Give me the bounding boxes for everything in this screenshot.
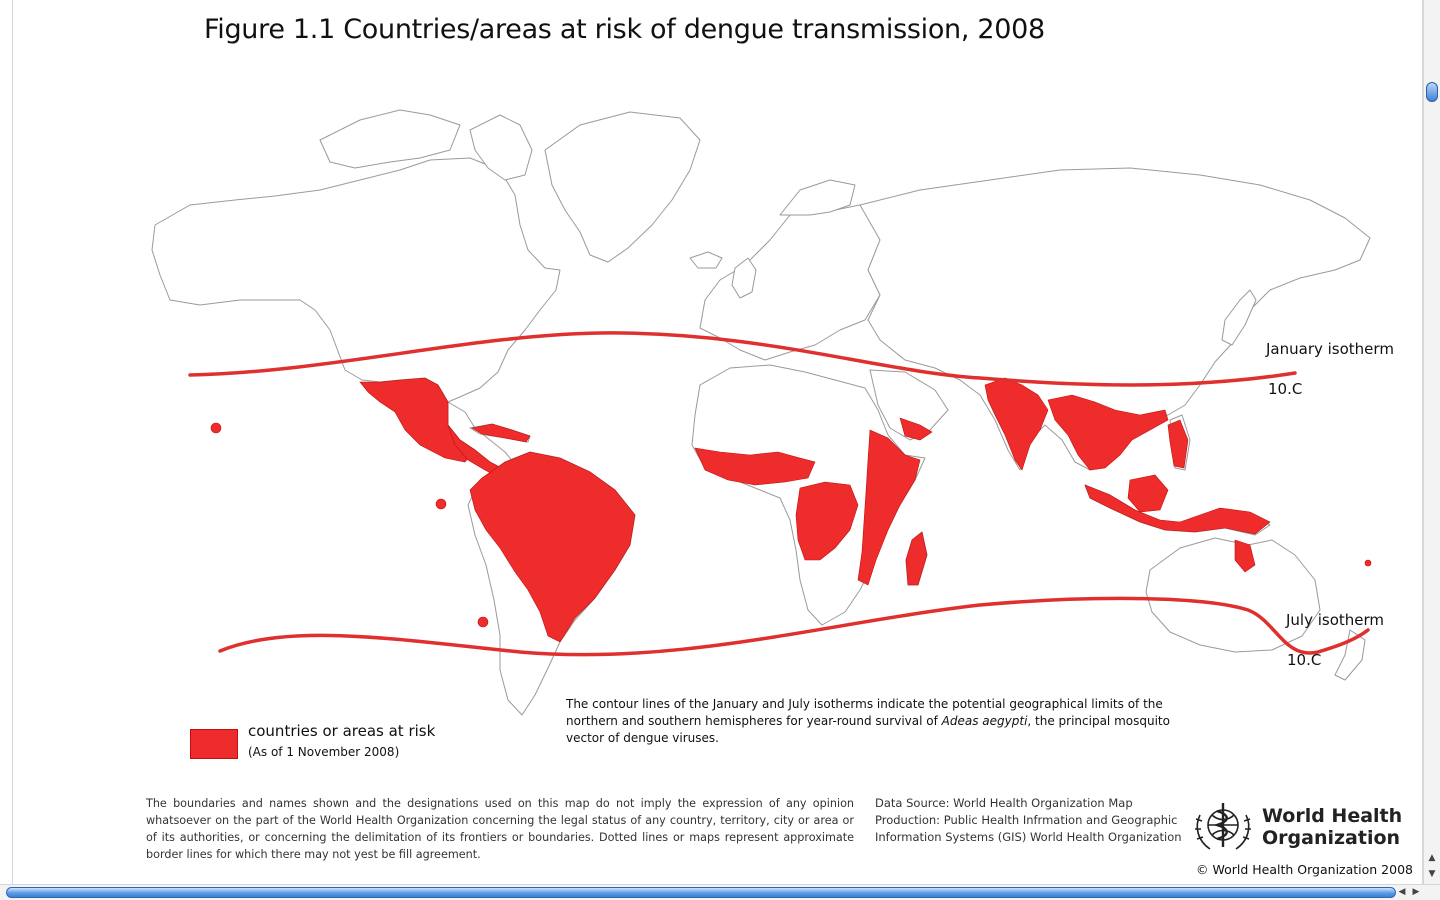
risk-area-hawaii	[210, 422, 222, 434]
risk-area-galapagos	[435, 498, 447, 510]
north-america-landmass	[151, 157, 561, 403]
january-isotherm-line	[188, 331, 1297, 387]
risk-area-pacific-islands	[1364, 559, 1372, 567]
january-isotherm-label: January isotherm	[1266, 340, 1394, 358]
caption-text-after: , the principal mosquito vector of dengu…	[566, 714, 1170, 745]
risk-area-northern-australia	[1234, 539, 1256, 573]
risk-area-indonesia	[1084, 484, 1271, 535]
vertical-scroll-thumb[interactable]	[1426, 82, 1438, 102]
scandinavia	[779, 179, 856, 216]
risk-area-india	[984, 377, 1049, 471]
legend-swatch	[190, 729, 238, 759]
who-name-line-2: Organization	[1262, 827, 1401, 849]
data-source: Data Source: World Health Organization M…	[875, 795, 1185, 846]
copyright: © World Health Organization 2008	[1196, 862, 1413, 877]
baffin-island	[469, 114, 533, 181]
july-isotherm-value: 10.C	[1287, 651, 1322, 669]
risk-area-south-america	[469, 451, 636, 643]
horizontal-scroll-thumb[interactable]	[6, 887, 1396, 898]
source-line-1: Data Source: World Health Organization M…	[875, 796, 1133, 810]
who-name: World Health Organization	[1262, 805, 1402, 849]
july-isotherm-line	[218, 596, 1370, 657]
legend-label: countries or areas at risk	[248, 722, 436, 740]
world-map	[151, 109, 1372, 716]
arctic-islands	[319, 109, 461, 169]
japan	[1221, 289, 1257, 346]
scroll-right-arrow-icon[interactable]: ▶	[1412, 887, 1420, 897]
risk-area-east-africa	[857, 429, 921, 586]
figure-title: Figure 1.1 Countries/areas at risk of de…	[204, 14, 1045, 45]
isotherm-caption: The contour lines of the January and Jul…	[566, 696, 1206, 747]
arabian-peninsula	[869, 369, 949, 441]
horizontal-scrollbar[interactable]: ◀ ▶	[0, 884, 1440, 900]
risk-area-arabian-peninsula	[899, 417, 933, 441]
risk-area-philippines	[1167, 419, 1189, 469]
who-name-line-1: World Health	[1262, 805, 1403, 827]
source-line-3: Information Systems (GIS) World Health O…	[875, 830, 1182, 844]
risk-area-southeast-asia	[1047, 394, 1169, 471]
january-isotherm-value: 10.C	[1268, 380, 1303, 398]
scroll-down-arrow-icon[interactable]: ▼	[1428, 869, 1436, 879]
risk-area-borneo	[1127, 474, 1169, 513]
legend-date: (As of 1 November 2008)	[248, 745, 400, 759]
right-page-edge	[1422, 0, 1423, 884]
who-emblem-icon	[1195, 803, 1251, 850]
vertical-scrollbar[interactable]: ▲ ▼	[1423, 0, 1440, 884]
risk-area-madagascar	[905, 531, 928, 586]
british-isles	[731, 257, 757, 299]
caption-text-before: The contour lines of the January and Jul…	[566, 697, 1163, 728]
disclaimer-text: The boundaries and names shown and the d…	[146, 797, 854, 861]
risk-area-west-africa	[694, 447, 816, 486]
scroll-left-arrow-icon[interactable]: ◀	[1398, 887, 1406, 897]
greenland	[544, 111, 701, 263]
risk-area-caribbean	[471, 423, 531, 443]
caption-species: Adeas aegypti	[941, 714, 1028, 728]
new-zealand	[1334, 629, 1366, 681]
iceland	[689, 251, 723, 269]
source-line-2: Production: Public Health Infrmation and…	[875, 813, 1178, 827]
australia	[1145, 537, 1321, 653]
scroll-up-arrow-icon[interactable]: ▲	[1428, 853, 1436, 863]
risk-area-easter-island	[477, 616, 489, 628]
europe	[699, 204, 891, 361]
risk-area-central-africa	[795, 481, 859, 561]
july-isotherm-label: July isotherm	[1286, 611, 1385, 629]
left-page-edge	[12, 0, 13, 884]
